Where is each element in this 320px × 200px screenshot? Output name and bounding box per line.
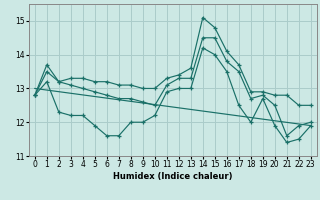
X-axis label: Humidex (Indice chaleur): Humidex (Indice chaleur) [113,172,233,181]
